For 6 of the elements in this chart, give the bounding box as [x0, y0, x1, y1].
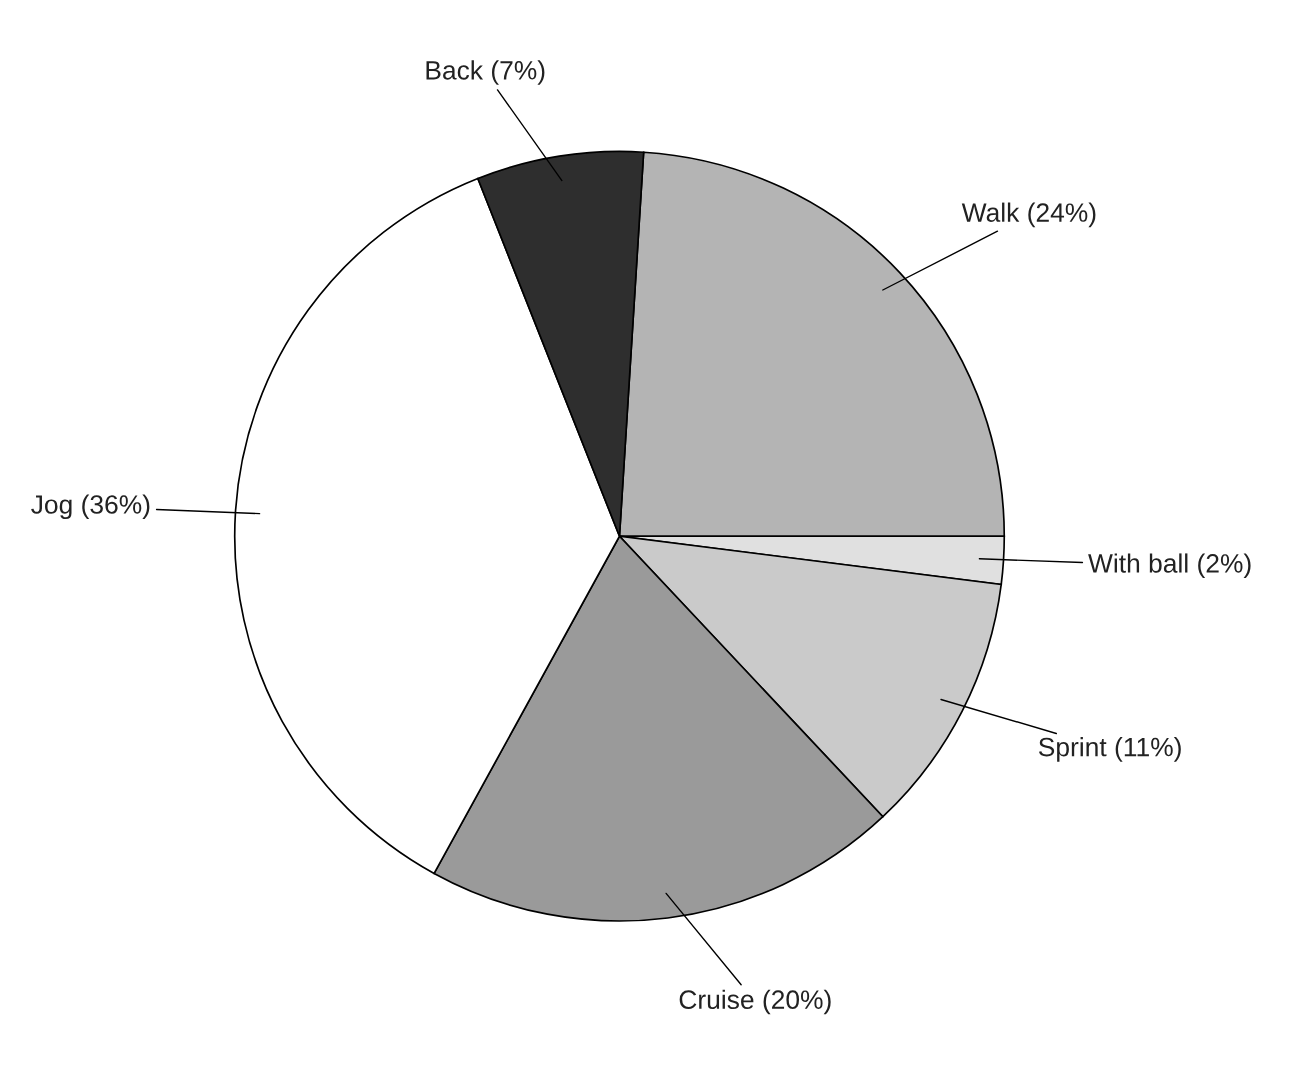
slice-label: Cruise (20%): [679, 989, 831, 1015]
slice-label: Jog (36%): [31, 494, 150, 520]
slice-label: Walk (24%): [961, 202, 1096, 228]
slice-label: Sprint (11%): [1038, 737, 1181, 762]
slice-label: Back (7%): [426, 60, 545, 85]
slice-label: With ball (2%): [1088, 553, 1251, 578]
